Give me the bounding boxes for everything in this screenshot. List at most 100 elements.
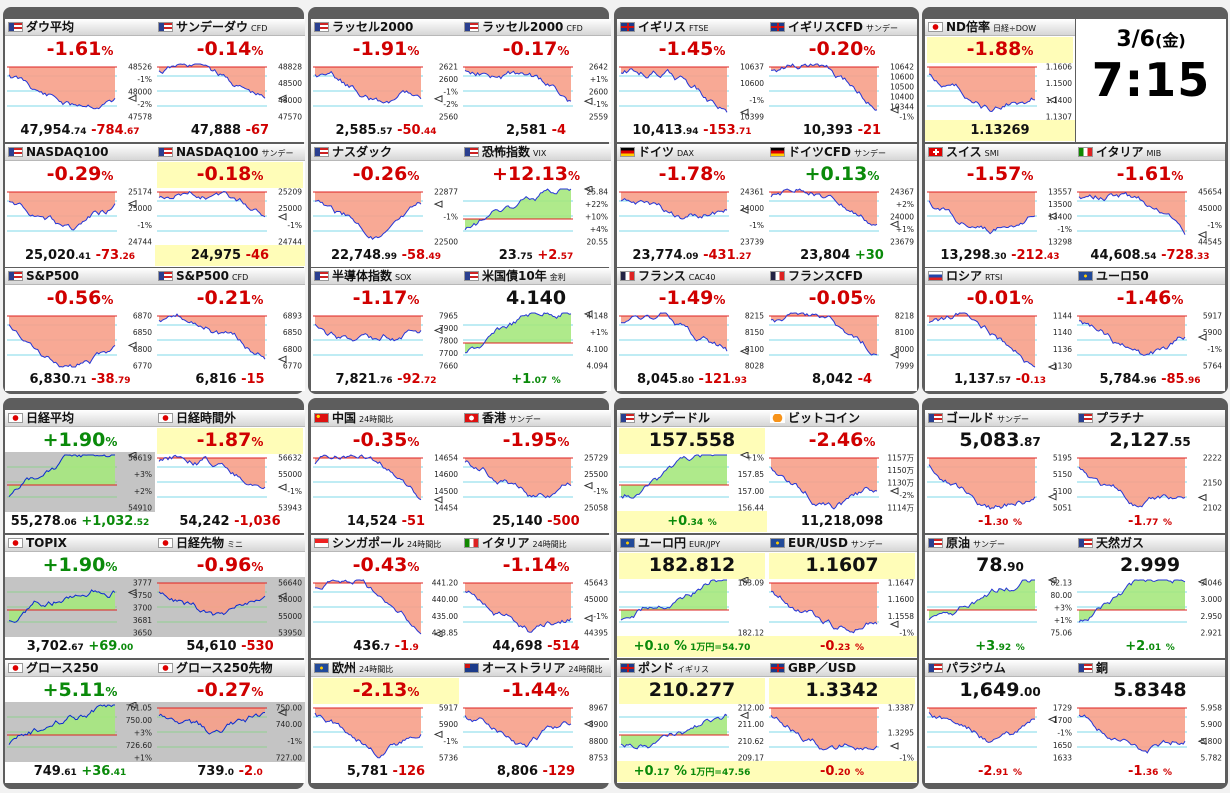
market-tile[interactable]: ユーロ円 EUR/JPY 182.812 183.09 182.12 +0.10 % 1万… (617, 535, 767, 658)
main-suffix: % (1021, 293, 1034, 307)
price-int: 749 (33, 764, 61, 779)
market-tile[interactable]: オーストラリア 24時間比 -1.44% 8967 8900 8800 8753 8,806 … (461, 660, 611, 783)
price-line (1078, 466, 1186, 508)
axis-label: 2102 (1203, 504, 1222, 513)
axis-label: 3.000 (1201, 595, 1223, 604)
market-tile[interactable]: NASDAQ100 -0.29% 25174 25000 -1% 24744 25,020.… (5, 144, 155, 267)
market-tile[interactable]: 半導体指数 SOX -1.17% 7965 7900 7800 7700 7660 7,821.… (311, 268, 461, 391)
market-tile[interactable]: 米国債10年 金利 4.140 4.148 +1% 4.100 4.094 +1.07 % (461, 268, 611, 391)
market-tile[interactable]: NASDAQ100 サンデー -0.18% 25209 25000 -1% 24744 24,… (155, 144, 305, 267)
market-tile[interactable]: ゴールド サンデー 5,083.87 5195 5150 5100 5051 -1.30 % (925, 410, 1075, 533)
axis-label: -1% (287, 737, 302, 746)
market-tile[interactable]: フランスCFD -0.05% 8218 8100 8000 7999 8,042 -4 (767, 268, 917, 391)
market-tile[interactable]: ポンド イギリス 210.277 212.00 211.00 210.62 209.17 +0… (617, 660, 767, 783)
market-tile[interactable]: TOPIX +1.90% 3777 3750 3700 3681 3650 3,702.67 … (5, 535, 155, 658)
market-tile[interactable]: 中国 24時間比 -0.35% 14654 14600 14500 14454 14,524 … (311, 410, 461, 533)
price-int: 25,140 (492, 514, 543, 529)
market-tile[interactable]: ユーロ50 -1.46% 5917 5900 -1% 5764 5,784.96 -85.9… (1075, 268, 1225, 391)
mini-chart: 6893 6850 6800 6770 (157, 312, 302, 370)
price-dec: .80 (678, 376, 695, 386)
market-tile[interactable]: GBP／USD 1.3342 1.3387 1.3295 -1% -0.20 % (767, 660, 917, 783)
tile-title: 半導体指数 SOX (311, 268, 461, 285)
tile-title: サンデードル (617, 410, 767, 427)
market-tile[interactable]: フランス CAC40 -1.49% 8215 8150 8100 8028 8,045.80 … (617, 268, 767, 391)
market-tile[interactable]: 香港 サンデー -1.95% 25729 25500 -1% 25058 25,140 -50… (461, 410, 611, 533)
market-tile[interactable]: グロース250先物 -0.27% 750.00 740.00 -1% 727.00 739.… (155, 660, 305, 783)
market-tile[interactable]: パラジウム 1,649.00 1729 1700 -1% 1650 1633 -2.91 % (925, 660, 1075, 783)
market-tile[interactable]: ラッセル2000 -1.91% 2621 2600 -1% -2% 2560 2,585.57… (311, 19, 461, 142)
tile-name: スイス (946, 145, 982, 159)
tile-title: サンデーダウ CFD (155, 19, 305, 36)
market-tile[interactable]: ラッセル2000 CFD -0.17% 2642 +1% 2600 -1% 2559 2,581… (461, 19, 611, 142)
axis-label: 6870 (133, 312, 152, 321)
axis-label: 10637 (740, 63, 764, 72)
market-tile[interactable]: ダウ平均 -1.61% 48526 -1% 48000 -2% 47578 47,954.74… (5, 19, 155, 142)
delta-dec: .49 (425, 252, 442, 262)
market-tile[interactable]: 恐怖指数 VIX +12.13% 25.84 +22% +10% +4% 20.55 23.75… (461, 144, 611, 267)
highlight-band (157, 162, 303, 188)
market-tile[interactable]: プラチナ 2,127.55 2222 2150 2102 -1.77 % (1075, 410, 1225, 533)
market-tile[interactable]: スイス SMI -1.57% 13557 13500 13400 -1% 13298 13,29… (925, 144, 1075, 267)
market-tile[interactable]: EUR/USD サンデー 1.1607 1.1647 1.1600 1.1558 -1% -0… (767, 535, 917, 658)
tile-name: 米国債10年 (482, 269, 547, 283)
main-number: -1.78 (658, 163, 714, 185)
market-tile[interactable]: ナスダック -0.26% 22877 -1% 22500 22,748.99 -58.49 (311, 144, 461, 267)
tile-sub: FTSE (689, 24, 709, 33)
price-int: 14,524 (346, 514, 398, 529)
highlight-band (769, 553, 915, 579)
axis-label: 1700 (1053, 716, 1072, 725)
delta-int: +30 (854, 248, 884, 263)
market-tile[interactable]: シンガポール 24時間比 -0.43% 441.20 440.00 435.00 433.8… (311, 535, 461, 658)
tile-title: フランスCFD (767, 268, 917, 285)
price-dec: .91 (992, 768, 1009, 778)
mini-chart: 82.13 80.00 +3% +1% 75.06 (927, 577, 1072, 637)
market-tile[interactable]: イタリア 24時間比 -1.14% 45643 45000 -1% 44395 44,698 … (461, 535, 611, 658)
last-price-marker (433, 730, 443, 739)
market-tile[interactable]: 原油 サンデー 78.90 82.13 80.00 +3% +1% 75.06 +3.92 % (925, 535, 1075, 658)
main-number: 2.999 (1119, 554, 1181, 576)
market-tile[interactable]: ドイツCFD サンデー +0.13% 24367 +2% 24000 +1% 23679 23,… (767, 144, 917, 267)
market-tile[interactable]: 天然ガス 2.999 3.046 3.000 2.950 2.921 +2.01 % (1075, 535, 1225, 658)
market-tile[interactable]: サンデーダウ CFD -0.14% 48828 48500 48000 47570 47,88… (155, 19, 305, 142)
price-int: 11,218,098 (800, 514, 884, 529)
axis-label: 3777 (133, 579, 152, 588)
axis-label: +3% (1054, 604, 1072, 613)
axis-label: 7800 (439, 337, 458, 346)
axis-label: 8215 (745, 312, 764, 321)
market-tile[interactable]: イギリス FTSE -1.45% 10637 10600 -1% 10399 10,413.9… (617, 19, 767, 142)
price-dec: .57 (995, 376, 1012, 386)
market-tile[interactable]: ビットコイン -2.46% 1157万 1150万 1130万 -2% 1114万 11,21… (767, 410, 917, 533)
price-int: +1 (511, 372, 532, 387)
market-tile[interactable]: グロース250 +5.11% 761.05 750.00 +3% 726.60 +1% 749… (5, 660, 155, 783)
tile-name: 中国 (332, 411, 357, 425)
market-tile[interactable]: S&P500 CFD -0.21% 6893 6850 6800 6770 6,816 -15 (155, 268, 305, 391)
mini-chart: 1.3387 1.3295 -1% (769, 704, 914, 762)
last-price-marker (583, 720, 593, 728)
market-tile[interactable]: 日経時間外 -1.87% 56632 55000 -1% 53943 54,242 -1,0… (155, 410, 305, 533)
price-int: -1 (1128, 764, 1143, 779)
price-dec: .36 (1142, 768, 1159, 778)
price-dec: .94 (682, 127, 699, 137)
market-tile[interactable]: イギリスCFD サンデー -0.20% 10642 10600 10500 10400 103… (767, 19, 917, 142)
market-tile[interactable]: ND倍率 日経÷DOW -1.88% 1.1606 1.1500 1.1400 1.1307… (925, 19, 1075, 142)
price-line (620, 68, 728, 113)
axis-label: 2600 (439, 75, 458, 84)
delta-dec: .26 (119, 252, 136, 262)
market-tile[interactable]: 日経平均 +1.90% 56619 +3% +2% 54910 55,278.06 +1,0… (5, 410, 155, 533)
market-tile[interactable]: イタリア MIB -1.61% 45654 45000 -1% 44545 44,608.54… (1075, 144, 1225, 267)
market-tile[interactable]: ロシア RTSI -0.01% 1144 1140 1136 1130 1,137.57 -0… (925, 268, 1075, 391)
highlight-band (157, 428, 303, 454)
axis-label: +1% (134, 754, 152, 763)
market-tile[interactable]: サンデードル 157.558 +1% 157.85 157.00 156.44 +0.34 … (617, 410, 767, 533)
market-tile[interactable]: S&P500 -0.56% 6870 6850 6800 6770 6,830.71 -38… (5, 268, 155, 391)
axis-label: 13557 (1048, 188, 1072, 197)
delta-int: +69 (88, 639, 118, 654)
tile-bottom: 44,698 -514 (461, 636, 611, 657)
market-tile[interactable]: ドイツ DAX -1.78% 24361 24000 -1% 23739 23,774.09 … (617, 144, 767, 267)
axis-label: 2600 (589, 88, 608, 97)
market-tile[interactable]: 日経先物 ミニ -0.96% 56640 56000 55000 53950 54,610 -… (155, 535, 305, 658)
tile-title: イギリス FTSE (617, 19, 767, 36)
market-tile[interactable]: 欧州 24時間比 -2.13% 5917 5900 -1% 5736 5,781 -126 (311, 660, 461, 783)
price-int: 44,698 (492, 639, 543, 654)
market-tile[interactable]: 銅 5.8348 5.958 5.900 5.800 5.782 -1.36 % (1075, 660, 1225, 783)
